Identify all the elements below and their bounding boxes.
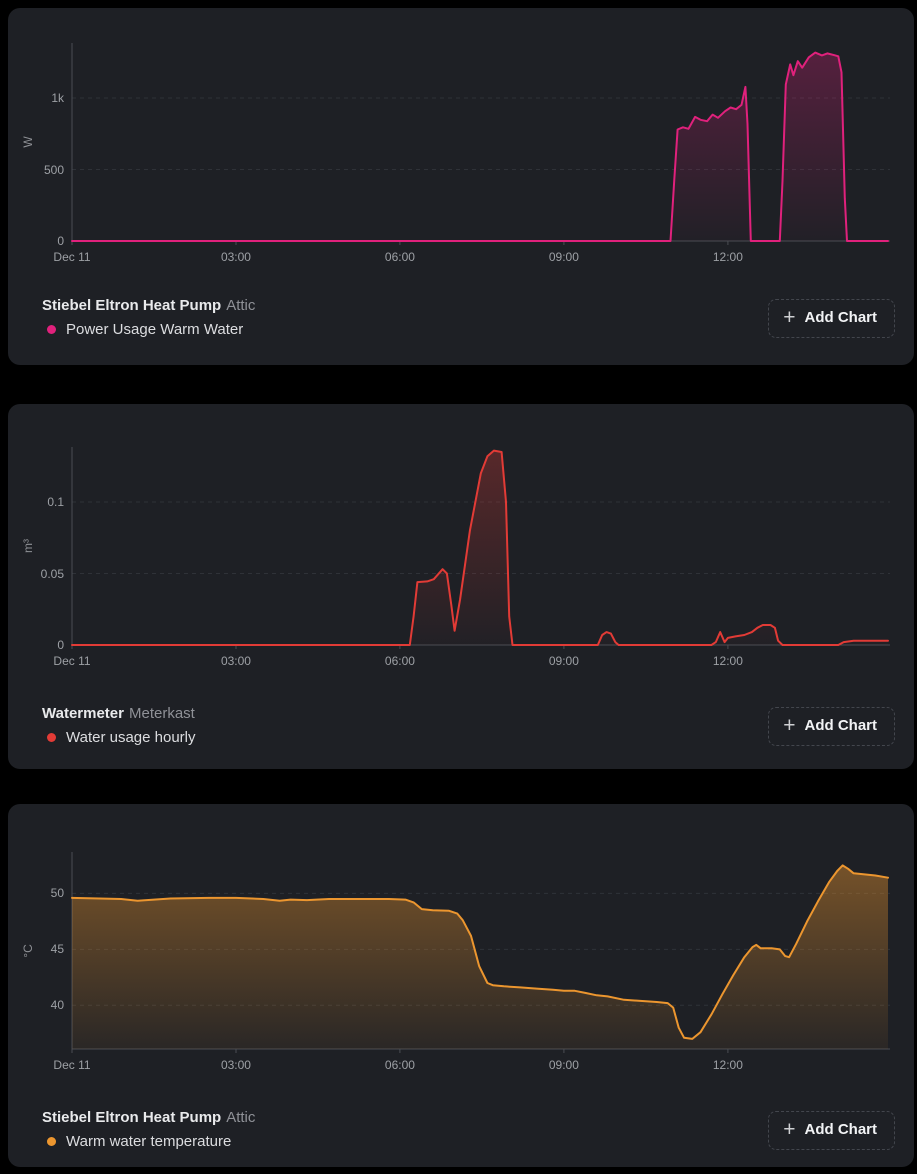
- add-chart-button[interactable]: + Add Chart: [768, 298, 895, 338]
- y-axis-tick-label: 0: [57, 638, 64, 652]
- y-axis-tick-label: 0.1: [47, 495, 64, 510]
- series-line: [71, 449, 889, 646]
- legend-color-dot: [47, 733, 56, 742]
- add-chart-label: Add Chart: [804, 716, 878, 734]
- series-area: [72, 865, 888, 1049]
- series-area: [72, 450, 888, 645]
- x-axis-tick-label: 03:00: [220, 1058, 251, 1072]
- chart-subtitle: Attic: [226, 297, 256, 314]
- x-axis-tick-label: Dec 11: [53, 250, 91, 264]
- water-temperature-chart-area[interactable]: 40 45 50 Dec 11 03:00 06:00 09:00 12:00 °C: [8, 804, 914, 1096]
- chart-plot[interactable]: [8, 804, 914, 1096]
- add-chart-label: Add Chart: [804, 308, 878, 326]
- power-usage-chart-area[interactable]: 0 500 1k Dec 11 03:00 06:00 09:00 12:00 W: [8, 8, 914, 284]
- water-usage-chart-area[interactable]: 0 0.05 0.1 Dec 11 03:00 06:00 09:00 12:00 m³: [8, 404, 914, 692]
- y-axis-unit-label: °C: [21, 943, 35, 958]
- series-line: [71, 864, 889, 1040]
- series-area: [72, 52, 888, 241]
- legend-label: Water usage hourly: [66, 729, 196, 746]
- plus-icon: +: [783, 713, 796, 737]
- x-axis-tick-label: 09:00: [548, 654, 579, 668]
- plus-icon: +: [783, 1117, 796, 1141]
- y-axis-tick-label: 0.05: [40, 566, 64, 581]
- chart-title: Stiebel Eltron Heat Pump: [42, 297, 222, 314]
- chart-plot[interactable]: [8, 404, 914, 692]
- x-axis-tick-label: 03:00: [220, 654, 251, 668]
- legend-item: Power Usage Warm Water: [42, 319, 255, 340]
- x-axis-tick-label: 09:00: [548, 1058, 579, 1072]
- x-axis-tick-label: Dec 11: [53, 654, 91, 668]
- power-usage-chart-panel: 0 500 1k Dec 11 03:00 06:00 09:00 12:00 W Stiebe…: [8, 8, 914, 365]
- add-chart-label: Add Chart: [804, 1120, 878, 1138]
- legend-item: Water usage hourly: [42, 727, 196, 748]
- x-axis-tick-label: 06:00: [384, 1058, 415, 1072]
- x-axis-tick-label: 12:00: [712, 250, 743, 264]
- x-axis-tick-label: 06:00: [384, 250, 415, 264]
- x-axis-tick-label: 03:00: [220, 250, 251, 264]
- legend-item: Warm water temperature: [42, 1131, 255, 1152]
- y-axis-unit-label: W: [21, 136, 35, 148]
- y-axis-tick-label: 50: [50, 886, 64, 901]
- add-chart-button[interactable]: + Add Chart: [768, 1110, 895, 1150]
- legend-color-dot: [47, 325, 56, 334]
- legend-color-dot: [47, 1137, 56, 1146]
- water-usage-chart-panel: 0 0.05 0.1 Dec 11 03:00 06:00 09:00 12:00 m³ Wat…: [8, 404, 914, 769]
- x-axis-tick-label: 09:00: [548, 250, 579, 264]
- x-axis-tick-label: 06:00: [384, 654, 415, 668]
- y-axis-tick-label: 45: [50, 942, 64, 957]
- chart-title: Stiebel Eltron Heat Pump: [42, 1109, 222, 1126]
- water-temperature-chart-panel: 40 45 50 Dec 11 03:00 06:00 09:00 12:00 °C Stieb…: [8, 804, 914, 1167]
- y-axis-tick-label: 500: [43, 162, 64, 177]
- x-axis-tick-label: 12:00: [712, 654, 743, 668]
- chart-subtitle: Attic: [226, 1109, 256, 1126]
- add-chart-button[interactable]: + Add Chart: [768, 706, 895, 746]
- y-axis-tick-label: 1k: [51, 91, 64, 106]
- legend-label: Power Usage Warm Water: [66, 321, 244, 338]
- legend-label: Warm water temperature: [66, 1133, 232, 1150]
- water-temperature-panel-footer: Stiebel Eltron Heat Pump Attic Warm water…: [8, 1108, 914, 1152]
- power-usage-panel-footer: Stiebel Eltron Heat Pump Attic Power Usag…: [8, 296, 914, 340]
- chart-subtitle: Meterkast: [128, 705, 195, 722]
- water-usage-panel-footer: Watermeter Meterkast Water usage hourly +…: [8, 704, 914, 748]
- chart-plot[interactable]: [8, 8, 914, 284]
- x-axis-tick-label: 12:00: [712, 1058, 743, 1072]
- x-axis-tick-label: Dec 11: [53, 1058, 91, 1072]
- y-axis-tick-label: 0: [57, 234, 64, 248]
- y-axis-unit-label: m³: [21, 539, 35, 553]
- chart-title: Watermeter: [42, 705, 124, 722]
- y-axis-tick-label: 40: [50, 998, 64, 1013]
- plus-icon: +: [783, 305, 796, 329]
- series-line: [71, 51, 889, 242]
